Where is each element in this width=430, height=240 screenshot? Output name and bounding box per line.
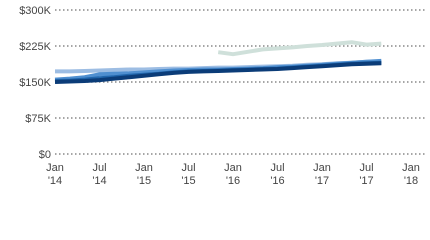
x-tick-label: Jul '16 — [270, 162, 284, 187]
series-line — [217, 40, 382, 57]
x-tick-label: Jan '18 — [402, 162, 420, 187]
x-tick-label: Jul '17 — [359, 162, 373, 187]
page: {"chart_data": {"type": "line", "x": ["2… — [19, 5, 425, 187]
y-tick-label: $0 — [39, 149, 51, 161]
y-tick-label: $300K — [19, 5, 51, 17]
y-tick-label: $75K — [25, 113, 51, 125]
chart: $0 $75K $150K $225K $300K Jan '14 Jul '14 Jan '15 J… — [19, 5, 425, 187]
series-line — [54, 61, 382, 84]
x-tick-label: Jan '14 — [46, 162, 64, 187]
x-tick-label: Jul '14 — [92, 162, 106, 187]
y-tick-label: $150K — [19, 77, 51, 89]
x-tick-label: Jan '16 — [224, 162, 242, 187]
x-tick-label: Jul '15 — [181, 162, 195, 187]
x-tick-label: Jan '17 — [313, 162, 331, 187]
y-tick-label: $225K — [19, 41, 51, 53]
x-tick-label: Jan '15 — [135, 162, 153, 187]
